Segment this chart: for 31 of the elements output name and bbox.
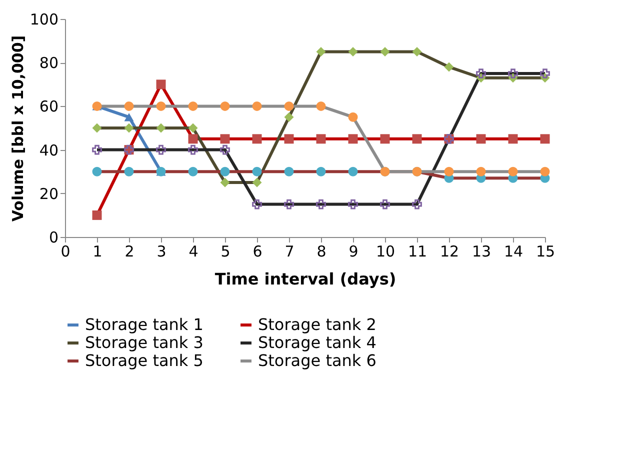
x-tick-label: 1 (92, 242, 102, 260)
y-axis-title: Volume [bbl x 10,000] (8, 35, 27, 222)
x-tick-label: 3 (156, 242, 166, 260)
legend-label: Storage tank 6 (258, 351, 376, 370)
x-tick-label: 4 (188, 242, 198, 260)
x-tick-label: 14 (504, 242, 524, 260)
y-tick-label: 100 (30, 10, 58, 28)
y-tick-label: 0 (48, 228, 58, 246)
x-tick-label: 10 (376, 242, 396, 260)
x-axis-title: Time interval (days) (214, 270, 396, 288)
x-tick-label: 6 (252, 242, 262, 260)
legend-label: Storage tank 5 (85, 351, 204, 370)
legend-label: Storage tank 2 (258, 315, 376, 334)
x-tick-label: 9 (348, 242, 358, 260)
x-tick-label: 13 (472, 242, 492, 260)
y-tick-label: 40 (39, 141, 58, 160)
x-tick-label: 7 (284, 242, 294, 260)
y-tick-label: 20 (39, 184, 58, 203)
x-tick-label: 15 (536, 242, 556, 260)
x-tick-label: 11 (408, 242, 428, 260)
x-tick-label: 0 (60, 242, 70, 260)
x-tick-label: 5 (220, 242, 230, 260)
x-tick-label: 8 (316, 242, 326, 260)
x-tick-label: 2 (124, 242, 134, 260)
x-tick-label: 12 (440, 242, 460, 260)
legend-label: Storage tank 1 (85, 315, 204, 334)
legend-label: Storage tank 3 (85, 333, 204, 352)
y-tick-label: 60 (39, 98, 58, 116)
y-tick-label: 80 (39, 54, 58, 72)
point (124, 112, 134, 122)
legend-label: Storage tank 4 (258, 333, 376, 352)
